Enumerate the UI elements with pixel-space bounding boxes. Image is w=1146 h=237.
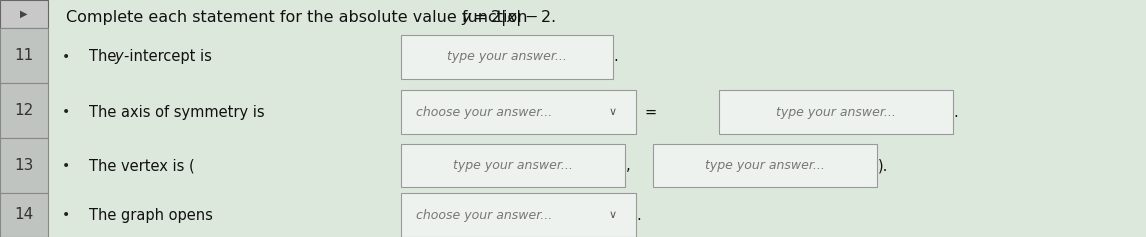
- Text: .: .: [953, 105, 958, 120]
- Text: .: .: [613, 49, 618, 64]
- Text: The: The: [89, 49, 121, 64]
- Text: $y = 2|x| - 2$.: $y = 2|x| - 2$.: [461, 8, 556, 28]
- Text: .: .: [636, 208, 641, 223]
- FancyBboxPatch shape: [0, 83, 48, 138]
- Text: The axis of symmetry is: The axis of symmetry is: [89, 105, 265, 120]
- FancyBboxPatch shape: [0, 193, 48, 237]
- Text: type your answer...: type your answer...: [453, 159, 573, 172]
- FancyBboxPatch shape: [401, 35, 613, 79]
- FancyBboxPatch shape: [0, 0, 48, 28]
- Text: ).: ).: [878, 158, 888, 173]
- FancyBboxPatch shape: [401, 193, 636, 237]
- FancyBboxPatch shape: [653, 144, 877, 187]
- FancyBboxPatch shape: [719, 91, 953, 134]
- Text: ,: ,: [626, 158, 630, 173]
- Text: type your answer...: type your answer...: [776, 106, 896, 119]
- Text: 11: 11: [15, 48, 33, 63]
- Text: 14: 14: [15, 207, 33, 222]
- Text: -intercept is: -intercept is: [124, 49, 212, 64]
- Text: •: •: [62, 208, 71, 222]
- Text: y: y: [115, 49, 124, 64]
- Text: ▶: ▶: [21, 9, 28, 19]
- Text: ∨: ∨: [609, 210, 618, 220]
- Text: •: •: [62, 105, 71, 119]
- Text: =: =: [644, 105, 657, 120]
- Text: 12: 12: [15, 103, 33, 118]
- Text: choose your answer...: choose your answer...: [416, 209, 552, 222]
- FancyBboxPatch shape: [0, 28, 48, 83]
- Text: type your answer...: type your answer...: [705, 159, 825, 172]
- Text: type your answer...: type your answer...: [447, 50, 567, 63]
- Text: The graph opens: The graph opens: [89, 208, 213, 223]
- FancyBboxPatch shape: [401, 91, 636, 134]
- Text: 13: 13: [15, 158, 33, 173]
- Text: •: •: [62, 159, 71, 173]
- FancyBboxPatch shape: [0, 138, 48, 193]
- FancyBboxPatch shape: [401, 144, 625, 187]
- Text: The vertex is (: The vertex is (: [89, 158, 195, 173]
- Text: Complete each statement for the absolute value function: Complete each statement for the absolute…: [66, 10, 533, 25]
- Text: ∨: ∨: [609, 107, 618, 117]
- Text: •: •: [62, 50, 71, 64]
- Text: choose your answer...: choose your answer...: [416, 106, 552, 119]
